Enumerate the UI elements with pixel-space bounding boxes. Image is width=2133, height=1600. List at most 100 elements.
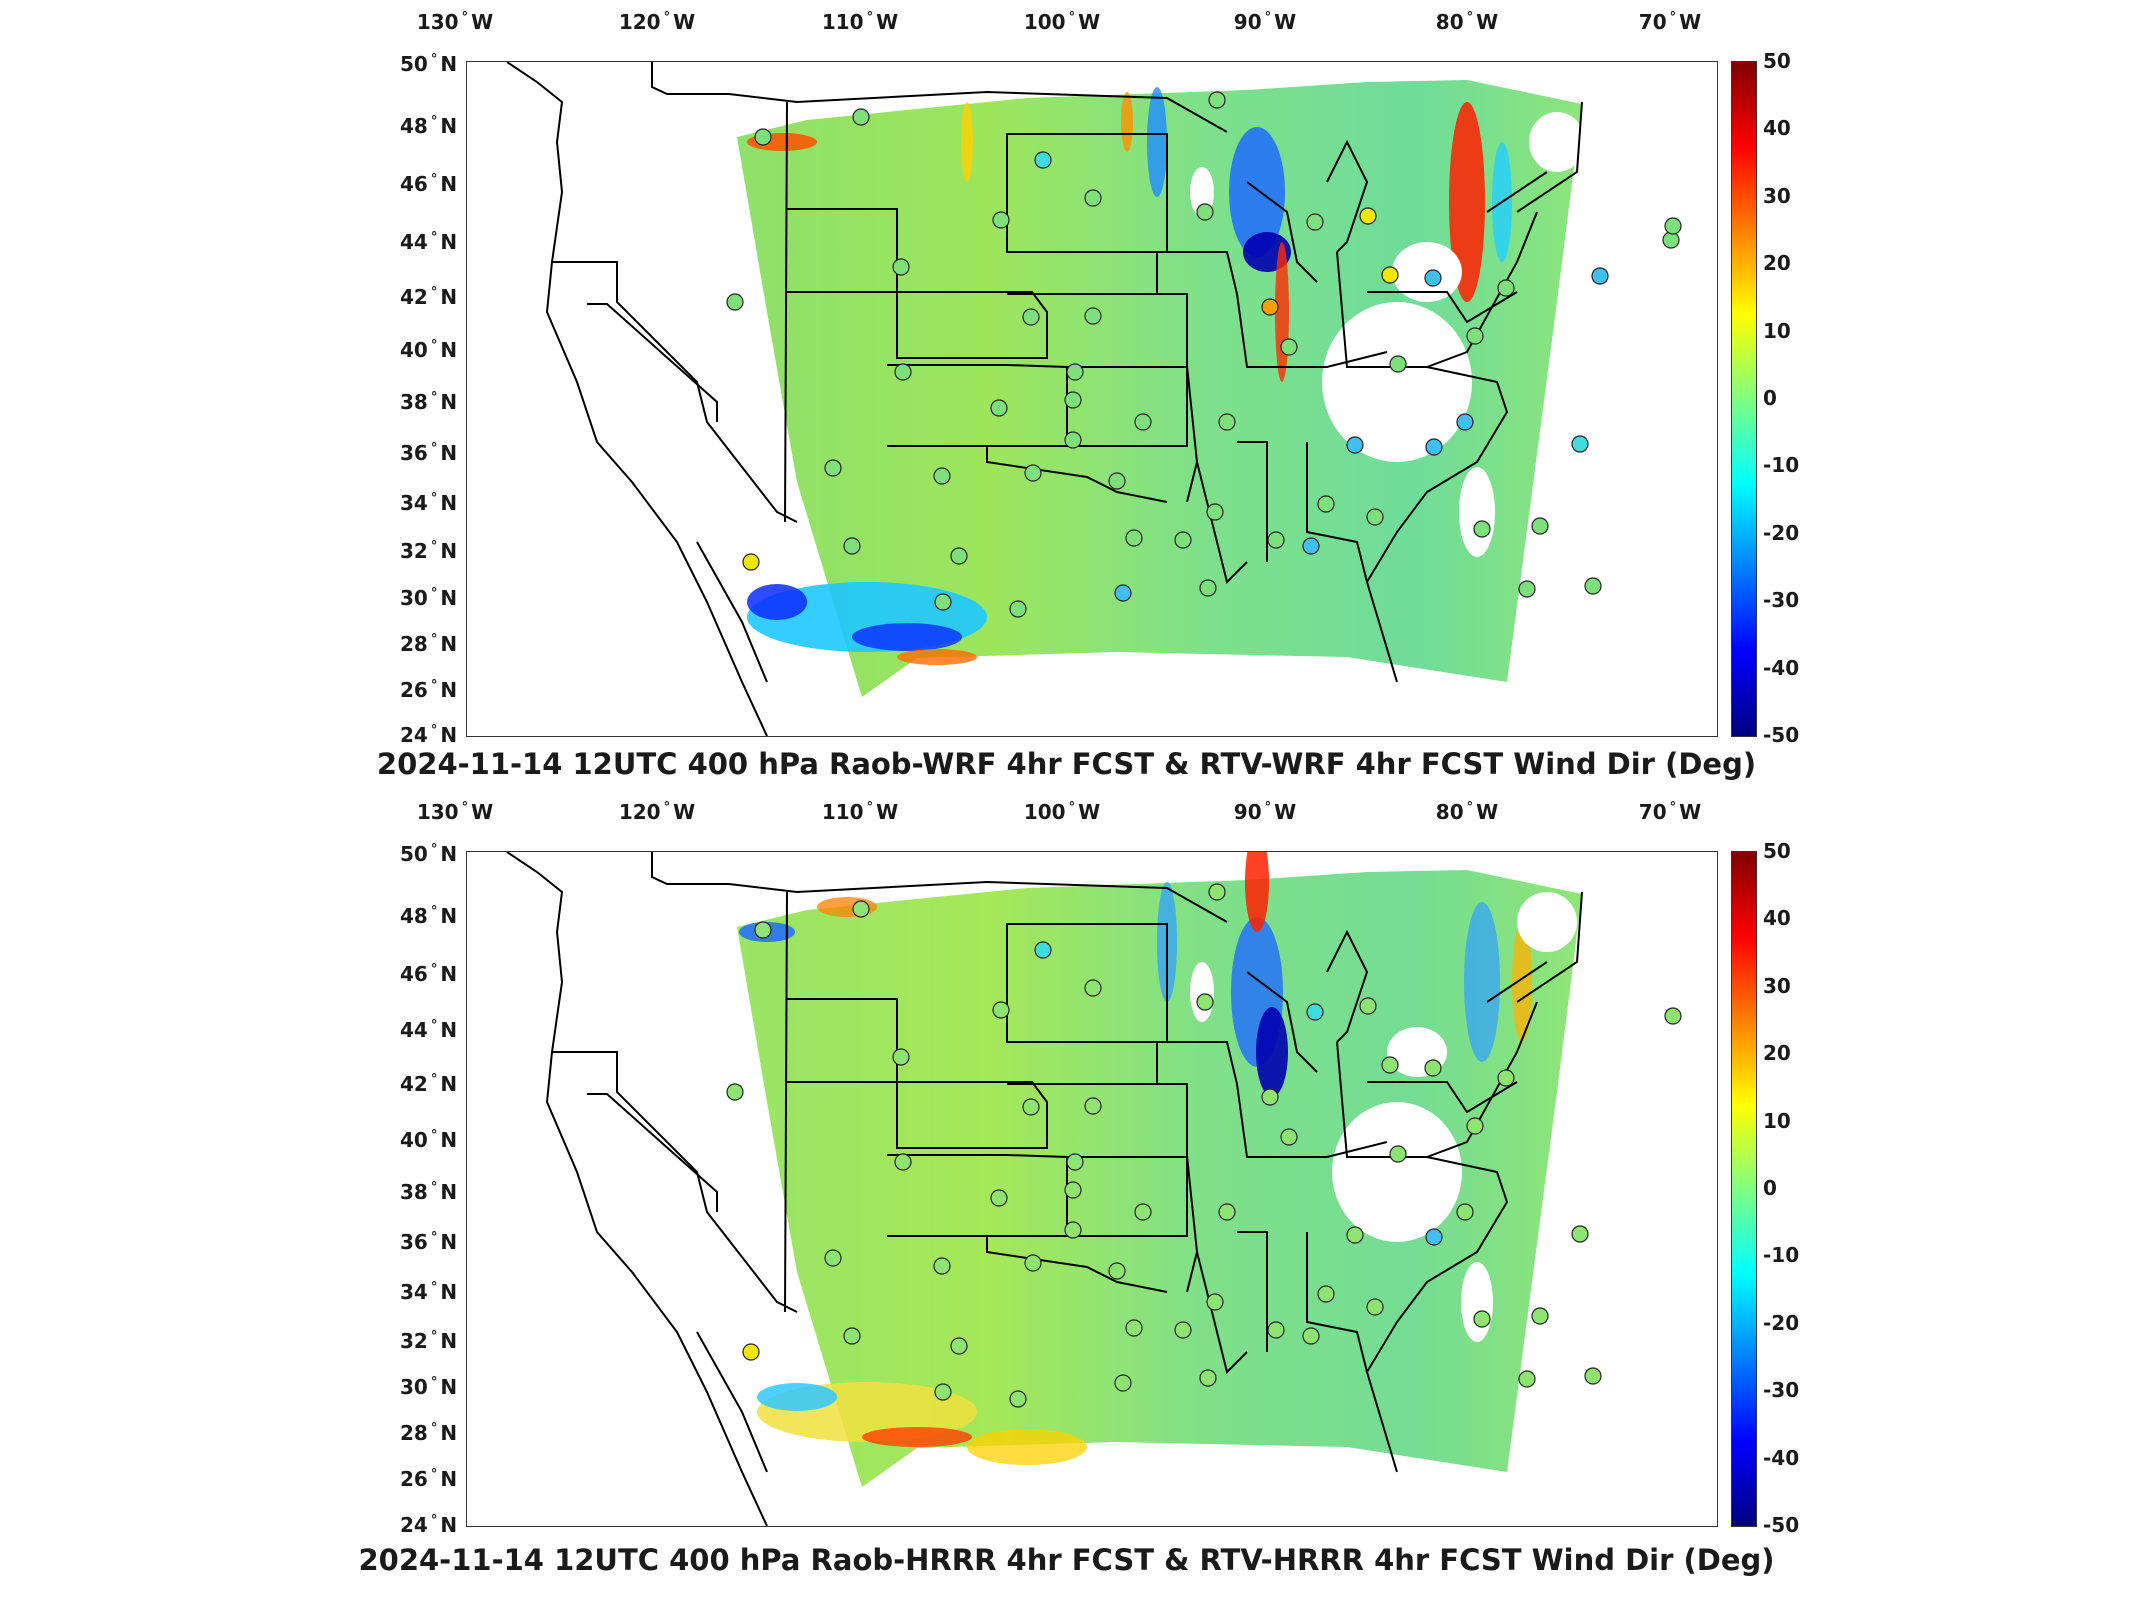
anomaly-blob bbox=[747, 584, 807, 620]
lon-label: 130 ° W bbox=[416, 10, 494, 34]
colorbar-tick: 30 bbox=[1763, 184, 1791, 208]
colorbar bbox=[1731, 851, 1757, 1527]
colorbar-tick: 40 bbox=[1763, 906, 1791, 930]
lon-label: 80 ° W bbox=[1435, 800, 1499, 824]
colorbar-tick: -30 bbox=[1763, 588, 1800, 612]
lat-label: 24 ° N bbox=[400, 1513, 458, 1537]
panel-title: 2024-11-14 12UTC 400 hPa Raob-WRF 4hr FC… bbox=[376, 747, 1757, 781]
lat-label: 40 ° N bbox=[400, 338, 458, 362]
missing-data-patch bbox=[1190, 962, 1214, 1022]
lon-label: 90 ° W bbox=[1233, 800, 1297, 824]
colorbar-tick: -30 bbox=[1763, 1378, 1800, 1402]
map-panel-hrrr: 130 ° W 120 ° W 110 ° W 100 ° W 90 ° W 80 ° W 70 ° W 5… bbox=[0, 790, 2133, 1600]
colorbar-tick: -20 bbox=[1763, 1311, 1800, 1335]
lat-label: 36 ° N bbox=[400, 441, 458, 465]
missing-data-patch bbox=[1332, 1102, 1462, 1242]
colorbar-tick: 10 bbox=[1763, 1109, 1791, 1133]
colorbar-tick: -20 bbox=[1763, 521, 1800, 545]
colorbar-tick: 30 bbox=[1763, 974, 1791, 998]
raob-stations bbox=[726, 91, 1682, 618]
wind-direction-map bbox=[506, 62, 1682, 736]
colorbar-tick: 50 bbox=[1763, 839, 1791, 863]
lat-label: 32 ° N bbox=[400, 539, 458, 563]
lat-label: 38 ° N bbox=[400, 390, 458, 414]
colorbar-tick: 0 bbox=[1763, 1176, 1777, 1200]
lon-label: 110 ° W bbox=[821, 10, 899, 34]
lat-label: 44 ° N bbox=[400, 1018, 458, 1042]
map-area bbox=[466, 61, 1718, 737]
lat-label: 34 ° N bbox=[400, 1280, 458, 1304]
coastline bbox=[506, 62, 1583, 736]
map-panel-wrf: 130 ° W 120 ° W 110 ° W 100 ° W 90 ° W 80 ° W 70 ° W 5… bbox=[0, 0, 2133, 790]
colorbar-tick: -50 bbox=[1763, 1513, 1800, 1537]
anomaly-blob bbox=[852, 623, 962, 651]
anomaly-blob bbox=[967, 1429, 1087, 1465]
colorbar-tick: -40 bbox=[1763, 656, 1800, 680]
lat-label: 36 ° N bbox=[400, 1230, 458, 1254]
lat-label: 42 ° N bbox=[400, 1072, 458, 1096]
colorbar bbox=[1731, 61, 1757, 737]
lat-label: 46 ° N bbox=[400, 962, 458, 986]
lat-label: 40 ° N bbox=[400, 1128, 458, 1152]
wind-direction-map bbox=[506, 852, 1682, 1526]
anomaly-blob bbox=[1229, 127, 1285, 257]
colorbar-tick: 50 bbox=[1763, 49, 1791, 73]
data-domain bbox=[737, 870, 1582, 1487]
lat-label: 38 ° N bbox=[400, 1180, 458, 1204]
lon-label: 80 ° W bbox=[1435, 10, 1499, 34]
lat-label: 28 ° N bbox=[400, 632, 458, 656]
lon-label: 110 ° W bbox=[821, 800, 899, 824]
missing-data-patch bbox=[1459, 467, 1495, 557]
colorbar-tick: 20 bbox=[1763, 251, 1791, 275]
anomaly-blob bbox=[862, 1427, 972, 1447]
lon-label: 130 ° W bbox=[416, 800, 494, 824]
anomaly-blob bbox=[1464, 902, 1500, 1062]
lat-label: 50 ° N bbox=[400, 842, 458, 866]
anomaly-blob bbox=[1147, 87, 1167, 197]
anomaly-blob bbox=[1121, 92, 1133, 152]
colorbar-tick: 10 bbox=[1763, 319, 1791, 343]
lat-label: 24 ° N bbox=[400, 723, 458, 747]
anomaly-blob bbox=[1449, 102, 1485, 302]
anomaly-blob bbox=[1245, 852, 1269, 932]
colorbar-tick: 0 bbox=[1763, 386, 1777, 410]
anomaly-blob bbox=[961, 102, 973, 182]
anomaly-blob bbox=[1275, 242, 1289, 382]
lon-label: 120 ° W bbox=[618, 800, 696, 824]
lat-label: 50 ° N bbox=[400, 52, 458, 76]
colorbar-tick: 40 bbox=[1763, 116, 1791, 140]
panel-title: 2024-11-14 12UTC 400 hPa Raob-HRRR 4hr F… bbox=[358, 1543, 1775, 1577]
data-domain bbox=[737, 80, 1582, 697]
missing-data-patch bbox=[1322, 302, 1472, 462]
lat-label: 48 ° N bbox=[400, 114, 458, 138]
lat-label: 46 ° N bbox=[400, 172, 458, 196]
lon-label: 100 ° W bbox=[1023, 800, 1101, 824]
lat-label: 30 ° N bbox=[400, 1375, 458, 1399]
lon-label: 120 ° W bbox=[618, 10, 696, 34]
raob-stations bbox=[726, 883, 1682, 1408]
lat-label: 42 ° N bbox=[400, 285, 458, 309]
lat-label: 28 ° N bbox=[400, 1421, 458, 1445]
lat-label: 26 ° N bbox=[400, 1467, 458, 1491]
missing-data-patch bbox=[1461, 1262, 1493, 1342]
missing-data-patch bbox=[1529, 112, 1585, 172]
colorbar-tick: -10 bbox=[1763, 1243, 1800, 1267]
anomaly-blob bbox=[1256, 1007, 1288, 1097]
lat-label: 32 ° N bbox=[400, 1329, 458, 1353]
anomaly-blob bbox=[757, 1383, 837, 1411]
map-area bbox=[466, 851, 1718, 1527]
coastline bbox=[506, 852, 1583, 1526]
lat-label: 48 ° N bbox=[400, 904, 458, 928]
colorbar-tick: 20 bbox=[1763, 1041, 1791, 1065]
lat-label: 34 ° N bbox=[400, 491, 458, 515]
colorbar-tick: -50 bbox=[1763, 723, 1800, 747]
missing-data-patch bbox=[1517, 892, 1577, 952]
lat-label: 26 ° N bbox=[400, 678, 458, 702]
lon-label: 70 ° W bbox=[1638, 800, 1702, 824]
lat-label: 44 ° N bbox=[400, 230, 458, 254]
colorbar-tick: -40 bbox=[1763, 1446, 1800, 1470]
colorbar-tick: -10 bbox=[1763, 453, 1800, 477]
lon-label: 70 ° W bbox=[1638, 10, 1702, 34]
lat-label: 30 ° N bbox=[400, 586, 458, 610]
lon-label: 90 ° W bbox=[1233, 10, 1297, 34]
